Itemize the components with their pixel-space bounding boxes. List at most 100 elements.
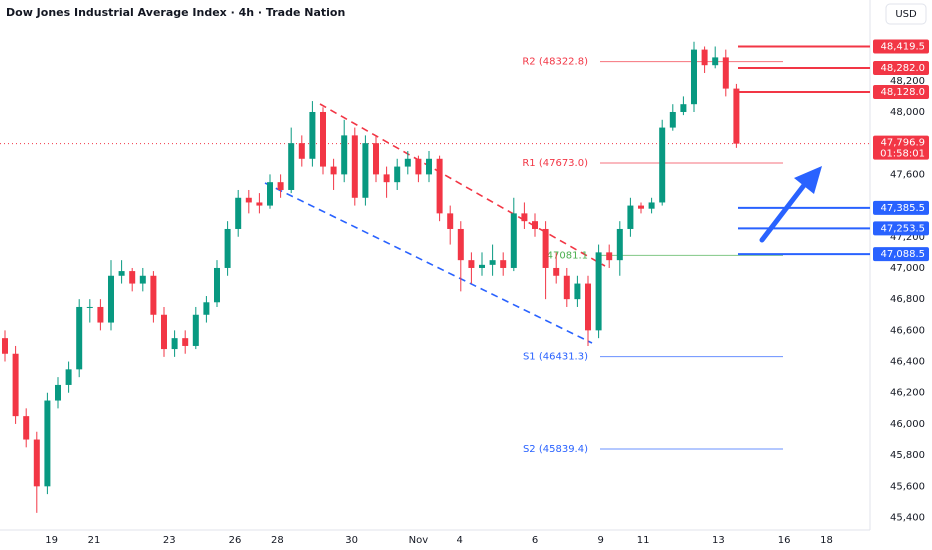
level-label: 48,128.0 xyxy=(880,87,925,98)
candle-body xyxy=(351,135,358,198)
pivot-label: R1 (47673.0) xyxy=(522,158,588,169)
candle-body xyxy=(182,338,189,346)
candle-body xyxy=(595,252,602,331)
level-label: 48,419.5 xyxy=(880,42,925,53)
x-tick-label: 23 xyxy=(163,535,176,546)
y-tick-label: 46,800 xyxy=(890,294,925,305)
pivot-label: S1 (46431.3) xyxy=(523,352,588,363)
candle-body xyxy=(33,439,40,487)
candle-body xyxy=(139,275,146,284)
candle-body xyxy=(2,338,8,354)
currency-button[interactable] xyxy=(885,3,927,25)
y-tick-label: 45,800 xyxy=(890,450,925,461)
x-tick-label: 19 xyxy=(45,535,58,546)
pivot-label: R2 (48322.8) xyxy=(522,57,588,68)
y-tick-label: 46,200 xyxy=(890,388,925,399)
x-tick-label: 16 xyxy=(778,535,791,546)
candle-body xyxy=(245,197,252,203)
level-badge xyxy=(873,85,929,100)
candle-body xyxy=(404,158,411,167)
x-tick-label: 9 xyxy=(598,535,604,546)
candle-body xyxy=(256,202,263,206)
countdown-label: 01:58:01 xyxy=(880,149,925,160)
candle-body xyxy=(298,143,305,159)
candle-body xyxy=(500,260,507,268)
channel-upper xyxy=(319,103,606,267)
candle-body xyxy=(320,111,326,167)
level-label: 47,385.5 xyxy=(880,203,925,214)
candle-body xyxy=(669,111,676,128)
candle-body xyxy=(542,228,549,268)
candle-body xyxy=(44,400,51,487)
level-label: 48,282.0 xyxy=(880,63,925,74)
candle-body xyxy=(722,57,729,89)
pivot-label: S2 (45839.4) xyxy=(523,444,588,455)
candle-body xyxy=(574,283,581,300)
x-tick-label: 13 xyxy=(712,535,725,546)
candle-body xyxy=(510,213,517,268)
candle-body xyxy=(55,384,61,401)
candle-body xyxy=(108,275,114,323)
current-price-label: 47,796.9 xyxy=(880,138,925,149)
candle-body xyxy=(150,275,157,315)
candle-body xyxy=(447,213,454,229)
candle-body xyxy=(373,143,379,175)
level-badge xyxy=(873,247,929,262)
level-badge xyxy=(873,61,929,76)
candle-body xyxy=(192,314,199,346)
candle-body xyxy=(277,182,284,190)
candle-body xyxy=(606,252,613,261)
candle-body xyxy=(638,205,644,209)
candle-body xyxy=(65,369,72,385)
x-tick-label: 28 xyxy=(271,535,284,546)
y-tick-label: 47,000 xyxy=(890,263,925,274)
y-tick-label: 47,200 xyxy=(890,232,925,243)
x-tick-label: 18 xyxy=(820,535,833,546)
candle-body xyxy=(267,182,273,206)
candle-body xyxy=(521,213,528,222)
candle-body xyxy=(585,283,591,331)
candle-body xyxy=(616,228,623,261)
candle-body xyxy=(383,174,390,183)
candle-body xyxy=(426,158,432,175)
candle-body xyxy=(129,271,136,284)
candle-body xyxy=(468,260,475,268)
candle-body xyxy=(701,49,708,66)
candle-body xyxy=(659,127,666,203)
candle-body xyxy=(76,306,83,370)
candle-body xyxy=(341,135,348,175)
candle-body xyxy=(309,111,316,159)
candle-body xyxy=(553,267,560,276)
y-tick-label: 48,200 xyxy=(890,76,925,87)
candle-body xyxy=(733,88,740,144)
candle-body xyxy=(203,302,210,315)
level-label: 47,253.5 xyxy=(880,223,925,234)
candle-body xyxy=(648,202,655,209)
y-tick-label: 46,400 xyxy=(890,357,925,368)
x-tick-label: Nov xyxy=(409,535,429,546)
level-badge xyxy=(873,221,929,236)
candle-body xyxy=(224,228,231,268)
channel-lower xyxy=(264,182,593,344)
x-tick-label: 30 xyxy=(345,535,358,546)
candle-body xyxy=(691,49,697,105)
candle-body xyxy=(712,57,719,66)
candle-body xyxy=(12,353,19,417)
candle-body xyxy=(394,166,401,183)
x-tick-label: 11 xyxy=(637,535,650,546)
pivot-label: 47081.1 xyxy=(547,250,588,261)
currency-label: USD xyxy=(895,9,917,20)
level-badge xyxy=(873,200,929,215)
y-tick-label: 47,600 xyxy=(890,169,925,180)
candle-body xyxy=(532,221,538,229)
current-price-badge xyxy=(873,135,929,160)
y-tick-label: 46,600 xyxy=(890,325,925,336)
candle-body xyxy=(436,158,443,214)
candle-body xyxy=(680,104,687,112)
x-tick-label: 26 xyxy=(229,535,242,546)
y-tick-label: 45,600 xyxy=(890,481,925,492)
candle-body xyxy=(23,416,30,440)
candle-body xyxy=(563,275,570,300)
candle-body xyxy=(214,267,220,303)
